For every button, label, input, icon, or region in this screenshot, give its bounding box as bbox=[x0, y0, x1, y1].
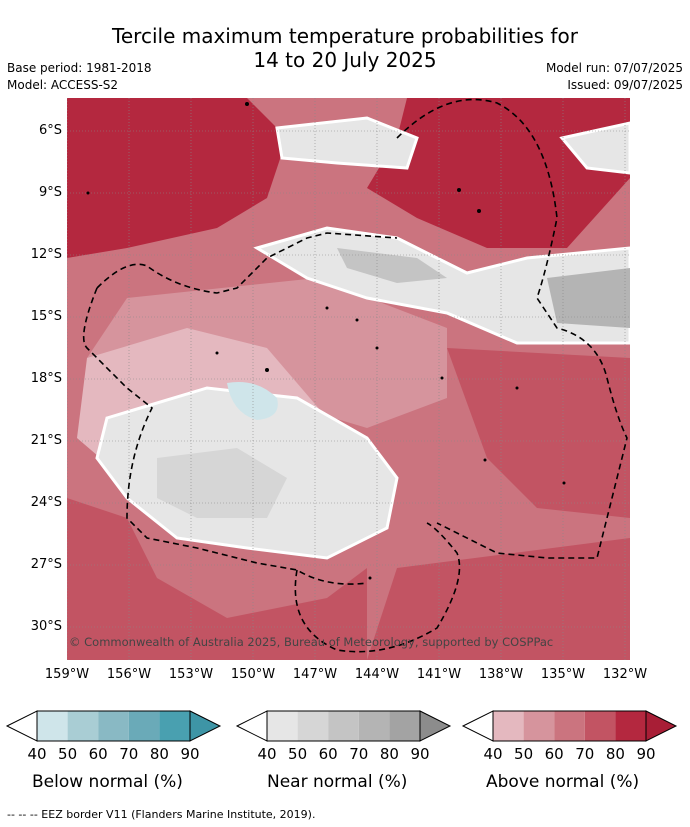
near-normal-north bbox=[275, 116, 419, 170]
legend-near-bar bbox=[235, 710, 452, 742]
meta-left: Base period: 1981-2018 Model: ACCESS-S2 bbox=[7, 60, 152, 94]
legend-tick: 40 bbox=[483, 745, 503, 763]
lat-label: 24°S bbox=[30, 495, 62, 510]
lon-label: 132°W bbox=[602, 667, 648, 682]
legend-tick: 90 bbox=[180, 745, 200, 763]
lon-label: 147°W bbox=[292, 667, 338, 682]
lon-label: 156°W bbox=[106, 667, 152, 682]
legend-tick: 80 bbox=[379, 745, 399, 763]
legend-tick: 60 bbox=[544, 745, 564, 763]
legend-tick: 80 bbox=[605, 745, 625, 763]
probability-map: © Commonwealth of Australia 2025, Bureau… bbox=[67, 98, 630, 660]
legend-tick: 90 bbox=[636, 745, 656, 763]
below-normal-patch bbox=[227, 382, 278, 420]
legend-tick: 50 bbox=[514, 745, 534, 763]
near-80-band-east bbox=[547, 268, 630, 328]
legend-tick: 40 bbox=[27, 745, 47, 763]
lon-label: 150°W bbox=[230, 667, 276, 682]
map-copyright: © Commonwealth of Australia 2025, Bureau… bbox=[69, 635, 553, 649]
legend-tick: 50 bbox=[58, 745, 78, 763]
legend-below-bar bbox=[5, 710, 222, 742]
above-90-region-nw bbox=[67, 98, 287, 258]
legend-tick: 50 bbox=[288, 745, 308, 763]
eez-footnote: -- -- -- EEZ border V11 (Flanders Marine… bbox=[7, 808, 316, 821]
base-period: Base period: 1981-2018 bbox=[7, 61, 152, 75]
lon-label: 144°W bbox=[354, 667, 400, 682]
map-title-line2: 14 to 20 July 2025 bbox=[253, 48, 437, 72]
legend-tick: 60 bbox=[318, 745, 338, 763]
islands bbox=[86, 102, 566, 580]
lat-label: 6°S bbox=[38, 123, 62, 138]
legend-tick: 80 bbox=[149, 745, 169, 763]
above-80-region-south bbox=[67, 498, 367, 660]
legend-above-label: Above normal (%) bbox=[486, 772, 640, 792]
legend-tick: 70 bbox=[575, 745, 595, 763]
model-run: Model run: 07/07/2025 bbox=[545, 61, 683, 75]
legend-tick: 70 bbox=[349, 745, 369, 763]
lon-label: 159°W bbox=[44, 667, 90, 682]
above-90-region-ne bbox=[367, 98, 630, 248]
lon-label: 153°W bbox=[168, 667, 214, 682]
legend-tick: 60 bbox=[88, 745, 108, 763]
lat-label: 27°S bbox=[30, 557, 62, 572]
map-title: Tercile maximum temperature probabilitie… bbox=[0, 24, 690, 72]
lat-label: 9°S bbox=[38, 185, 62, 200]
legend-tick: 70 bbox=[119, 745, 139, 763]
lat-label: 12°S bbox=[30, 247, 62, 262]
lat-label: 18°S bbox=[30, 371, 62, 386]
map-canvas: © Commonwealth of Australia 2025, Bureau… bbox=[67, 98, 630, 660]
above-80-region-se bbox=[367, 538, 630, 660]
legend-above-bar bbox=[461, 710, 678, 742]
legend-tick: 90 bbox=[410, 745, 430, 763]
lat-label: 21°S bbox=[30, 433, 62, 448]
legend-colorbars bbox=[5, 710, 678, 742]
lat-label: 15°S bbox=[30, 309, 62, 324]
near-normal-ne bbox=[559, 121, 630, 175]
lon-label: 135°W bbox=[540, 667, 586, 682]
model-name: Model: ACCESS-S2 bbox=[7, 78, 119, 92]
legend-below-label: Below normal (%) bbox=[32, 772, 183, 792]
near-60-central bbox=[157, 448, 287, 518]
legend-near-label: Near normal (%) bbox=[267, 772, 408, 792]
lon-label: 138°W bbox=[478, 667, 524, 682]
meta-right: Model run: 07/07/2025 Issued: 09/07/2025 bbox=[546, 60, 683, 94]
legend-tick: 40 bbox=[257, 745, 277, 763]
near-70-band bbox=[337, 248, 447, 283]
graticule bbox=[67, 98, 630, 660]
eez-borders bbox=[82, 98, 628, 653]
issued-date: Issued: 09/07/2025 bbox=[567, 78, 683, 92]
above-80-region-east bbox=[447, 348, 630, 518]
lon-label: 141°W bbox=[416, 667, 462, 682]
map-title-line1: Tercile maximum temperature probabilitie… bbox=[112, 24, 578, 48]
lat-label: 30°S bbox=[30, 619, 62, 634]
